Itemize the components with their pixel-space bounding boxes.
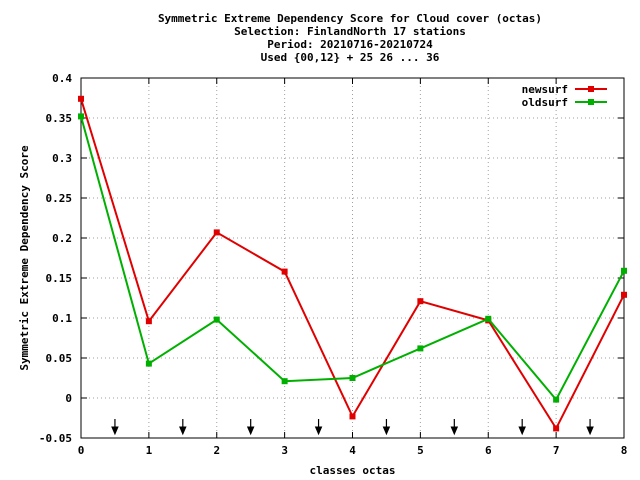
- series: [78, 95, 627, 432]
- x-tick-label: 5: [417, 444, 424, 457]
- data-point-newsurf: [349, 413, 356, 420]
- arrow-head: [518, 426, 526, 436]
- title-line: Period: 20210716-20210724: [267, 38, 433, 51]
- y-tick-label: 0: [65, 392, 72, 405]
- y-tick-label: 0.25: [46, 192, 73, 205]
- x-tick-label: 7: [553, 444, 560, 457]
- data-point-newsurf: [553, 425, 560, 432]
- legend-label-newsurf: newsurf: [522, 83, 568, 96]
- data-point-newsurf: [78, 95, 84, 102]
- arrow-head: [246, 426, 255, 436]
- arrow-head: [179, 426, 187, 436]
- legend-marker-oldsurf: [588, 99, 594, 105]
- data-point-newsurf: [213, 229, 220, 236]
- y-tick-label: 0.1: [52, 312, 72, 325]
- data-point-oldsurf: [553, 396, 560, 403]
- data-point-oldsurf: [213, 316, 220, 323]
- arrow-head: [111, 426, 119, 436]
- arrow-head: [314, 426, 323, 436]
- y-tick-label: 0.35: [46, 112, 73, 125]
- x-tick-label: 8: [621, 444, 628, 457]
- data-point-oldsurf: [417, 345, 424, 352]
- grid: [81, 78, 624, 438]
- arrow-head: [450, 426, 459, 436]
- x-tick-label: 1: [146, 444, 153, 457]
- chart-title: Symmetric Extreme Dependency Score for C…: [158, 12, 542, 64]
- title-line: Symmetric Extreme Dependency Score for C…: [158, 12, 542, 25]
- arrow-head: [382, 426, 391, 436]
- legend-label-oldsurf: oldsurf: [522, 96, 568, 109]
- y-tick-label: 0.3: [52, 152, 72, 165]
- title-line: Selection: FinlandNorth 17 stations: [234, 25, 466, 38]
- x-tick-label: 2: [213, 444, 220, 457]
- title-line: Used {00,12} + 25 26 ... 36: [261, 51, 440, 64]
- data-point-oldsurf: [281, 378, 288, 385]
- data-point-newsurf: [145, 318, 152, 325]
- y-tick-label: -0.05: [39, 432, 72, 445]
- axis-ticks: -0.05 0 0.05 0.1 0.15 0.2 0.25 0.3 0.35 0.4 0 1 2 3 4 5…: [39, 72, 627, 457]
- data-point-oldsurf: [621, 267, 627, 274]
- data-point-oldsurf: [485, 315, 492, 322]
- x-axis-label: classes octas: [309, 464, 395, 477]
- class-boundary-arrows: [111, 419, 594, 436]
- legend-marker-newsurf: [588, 86, 594, 92]
- data-point-oldsurf: [78, 113, 84, 120]
- y-axis-label: Symmetric Extreme Dependency Score: [18, 145, 31, 371]
- data-point-oldsurf: [145, 360, 152, 367]
- arrow-head: [586, 426, 594, 436]
- y-tick-label: 0.15: [46, 272, 73, 285]
- y-tick-label: 0.4: [52, 72, 72, 85]
- data-point-oldsurf: [349, 375, 356, 381]
- y-tick-label: 0.05: [46, 352, 73, 365]
- data-point-newsurf: [621, 291, 627, 298]
- data-point-newsurf: [281, 268, 288, 275]
- x-tick-label: 4: [349, 444, 356, 457]
- x-tick-label: 6: [485, 444, 492, 457]
- x-tick-label: 3: [281, 444, 288, 457]
- x-tick-label: 0: [78, 444, 85, 457]
- data-point-newsurf: [417, 298, 424, 305]
- y-tick-label: 0.2: [52, 232, 72, 245]
